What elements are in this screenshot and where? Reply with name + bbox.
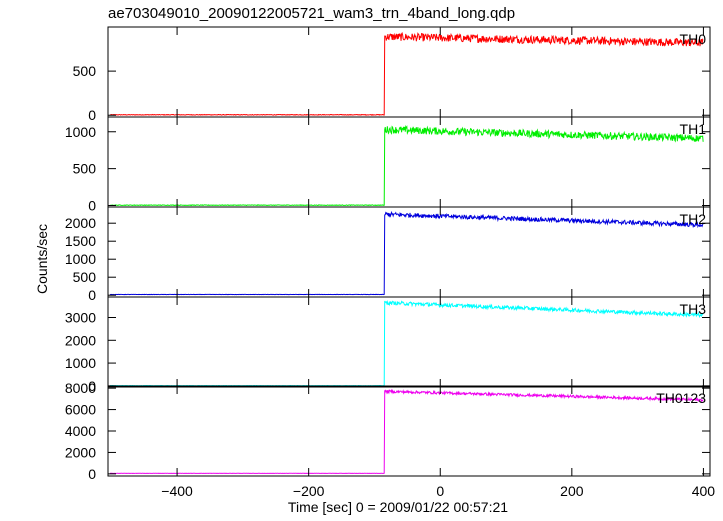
chart-title: ae703049010_20090122005721_wam3_trn_4ban… bbox=[108, 5, 515, 22]
y-tick-label: 1500 bbox=[65, 233, 96, 249]
y-tick-label: 500 bbox=[73, 63, 97, 79]
y-tick-label: 0 bbox=[88, 287, 96, 303]
series-line-th0 bbox=[109, 31, 704, 116]
y-tick-label: 0 bbox=[88, 198, 96, 214]
panel-frame bbox=[107, 296, 711, 388]
y-tick-label: 500 bbox=[73, 269, 97, 285]
panel-label-th3: TH3 bbox=[680, 301, 707, 317]
y-tick-label: 4000 bbox=[65, 423, 96, 439]
y-tick-label: 1000 bbox=[65, 355, 96, 371]
panel-label-th0: TH0 bbox=[680, 31, 707, 47]
panel-th0: 0 500 TH0 bbox=[73, 26, 711, 123]
y-tick-label: 1000 bbox=[65, 251, 96, 267]
y-tick-label: 500 bbox=[73, 161, 97, 177]
x-tick-label: −200 bbox=[293, 483, 325, 499]
y-tick-label: 0 bbox=[88, 378, 96, 394]
panel-frame bbox=[107, 206, 711, 298]
y-tick-label: 2000 bbox=[65, 332, 96, 348]
panel-label-th1: TH1 bbox=[680, 121, 707, 137]
panel-th3: 0 1000 2000 3000 TH3 bbox=[65, 296, 711, 394]
y-tick-label: 0 bbox=[88, 466, 96, 482]
x-tick-label: 200 bbox=[560, 483, 584, 499]
panel-th0123: 0 2000 4000 6000 8000 TH0123 bbox=[65, 380, 711, 482]
y-axis-label: Counts/sec bbox=[34, 224, 50, 294]
y-tick-label: 0 bbox=[88, 107, 96, 123]
series-line-th0123 bbox=[109, 388, 704, 474]
y-tick-label: 8000 bbox=[65, 380, 96, 396]
x-tick-label: 400 bbox=[692, 483, 716, 499]
panel-frame bbox=[107, 385, 711, 477]
y-tick-label: 1000 bbox=[65, 124, 96, 140]
y-tick-label: 2000 bbox=[65, 215, 96, 231]
panel-th1: 0 500 1000 TH1 bbox=[65, 116, 711, 214]
x-axis: −400 −200 0 200 400 bbox=[161, 483, 715, 499]
y-tick-label: 6000 bbox=[65, 402, 96, 418]
series-line-th2 bbox=[109, 210, 704, 296]
y-tick-label: 2000 bbox=[65, 444, 96, 460]
series-line-th3 bbox=[109, 299, 704, 387]
x-tick-label: −400 bbox=[161, 483, 193, 499]
panel-label-th0123: TH0123 bbox=[656, 390, 706, 406]
y-tick-label: 3000 bbox=[65, 310, 96, 326]
panel-label-th2: TH2 bbox=[680, 211, 707, 227]
x-tick-label: 0 bbox=[436, 483, 444, 499]
panel-th2: 0 500 1000 1500 2000 TH2 bbox=[65, 206, 711, 303]
x-axis-label: Time [sec] 0 = 2009/01/22 00:57:21 bbox=[288, 499, 508, 515]
series-line-th1 bbox=[109, 124, 704, 207]
